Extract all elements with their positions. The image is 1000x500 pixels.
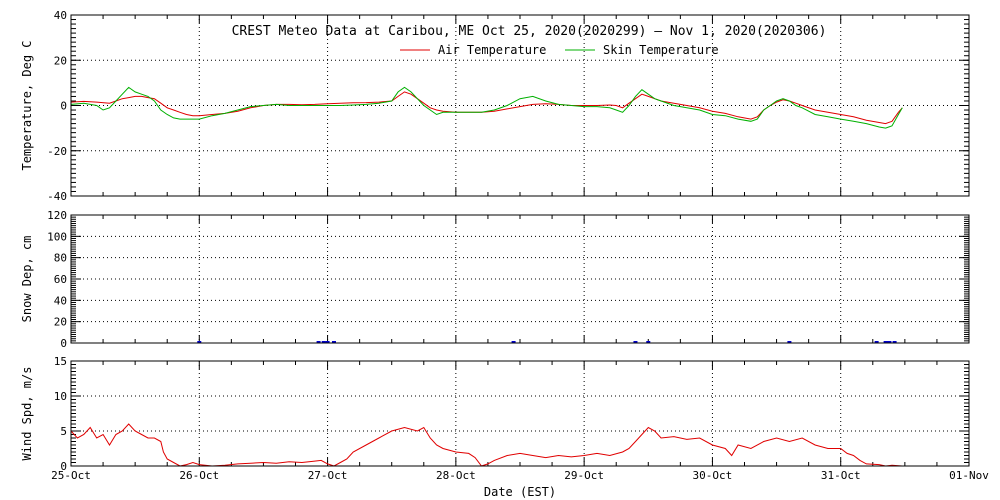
- y-axis-label: Snow Dep, cm: [20, 236, 34, 323]
- y-tick-label: 60: [54, 273, 67, 286]
- y-tick-label: 80: [54, 252, 67, 265]
- plot-frame: [70, 14, 970, 197]
- y-tick-label: 15: [54, 355, 67, 368]
- y-tick-label: 100: [47, 230, 67, 243]
- y-tick-label: 0: [60, 337, 67, 350]
- snow-depth-bar: [633, 341, 638, 343]
- snow-depth-bar: [874, 341, 879, 343]
- legend-label: Skin Temperature: [603, 43, 719, 57]
- snow-depth-bar: [887, 341, 892, 343]
- x-tick-label: 31-Oct: [821, 469, 861, 482]
- snow-depth-bar: [321, 341, 326, 343]
- chart-panels: -40 -20 0 20 40 Temperature, Deg C Air Tempera…: [20, 9, 989, 482]
- y-tick-label: 0: [60, 460, 67, 473]
- plot-frame: [70, 360, 970, 467]
- x-tick-label: 26-Oct: [179, 469, 219, 482]
- snow-depth-bar: [787, 341, 792, 343]
- x-tick-label: 28-Oct: [436, 469, 476, 482]
- snow-depth-bar: [197, 341, 202, 343]
- x-tick-label: 29-Oct: [564, 469, 604, 482]
- legend-label: Air Temperature: [438, 43, 546, 57]
- series-line-0: [70, 423, 903, 467]
- y-tick-label: 40: [54, 9, 67, 22]
- x-tick-label: 27-Oct: [308, 469, 348, 482]
- snow-depth-bar: [511, 341, 516, 343]
- series-line-1: [70, 86, 903, 129]
- y-tick-label: 10: [54, 390, 67, 403]
- snow-depth-bar: [892, 341, 897, 343]
- y-tick-label: -40: [47, 190, 67, 203]
- y-tick-label: 20: [54, 54, 67, 67]
- y-tick-label: 40: [54, 294, 67, 307]
- x-tick-label: 30-Oct: [693, 469, 733, 482]
- panel-0: -40 -20 0 20 40 Temperature, Deg C Air Tempera…: [20, 9, 970, 203]
- snow-depth-bar: [646, 341, 651, 343]
- plot-frame: [70, 214, 970, 344]
- panel-2: 0 5 10 15 Wind Spd, m/s: [20, 355, 970, 473]
- x-tick-label: 01-Nov: [949, 469, 989, 482]
- panel-1: 0 20 40 60 80 100 120 Snow Dep, cm: [20, 209, 970, 350]
- y-axis-label: Temperature, Deg C: [20, 40, 34, 170]
- y-axis-label: Wind Spd, m/s: [20, 367, 34, 461]
- y-tick-label: 20: [54, 316, 67, 329]
- x-axis-label: Date (EST): [484, 485, 556, 499]
- snow-depth-bar: [331, 341, 336, 343]
- snow-depth-bar: [325, 341, 330, 343]
- y-tick-label: 0: [60, 100, 67, 113]
- y-tick-label: -20: [47, 145, 67, 158]
- y-tick-label: 120: [47, 209, 67, 222]
- snow-depth-bar: [316, 341, 321, 343]
- x-tick-label: 25-Oct: [51, 469, 91, 482]
- y-tick-label: 5: [60, 425, 67, 438]
- chart-title: CREST Meteo Data at Caribou, ME Oct 25, …: [232, 24, 827, 39]
- snow-depth-bar: [883, 341, 888, 343]
